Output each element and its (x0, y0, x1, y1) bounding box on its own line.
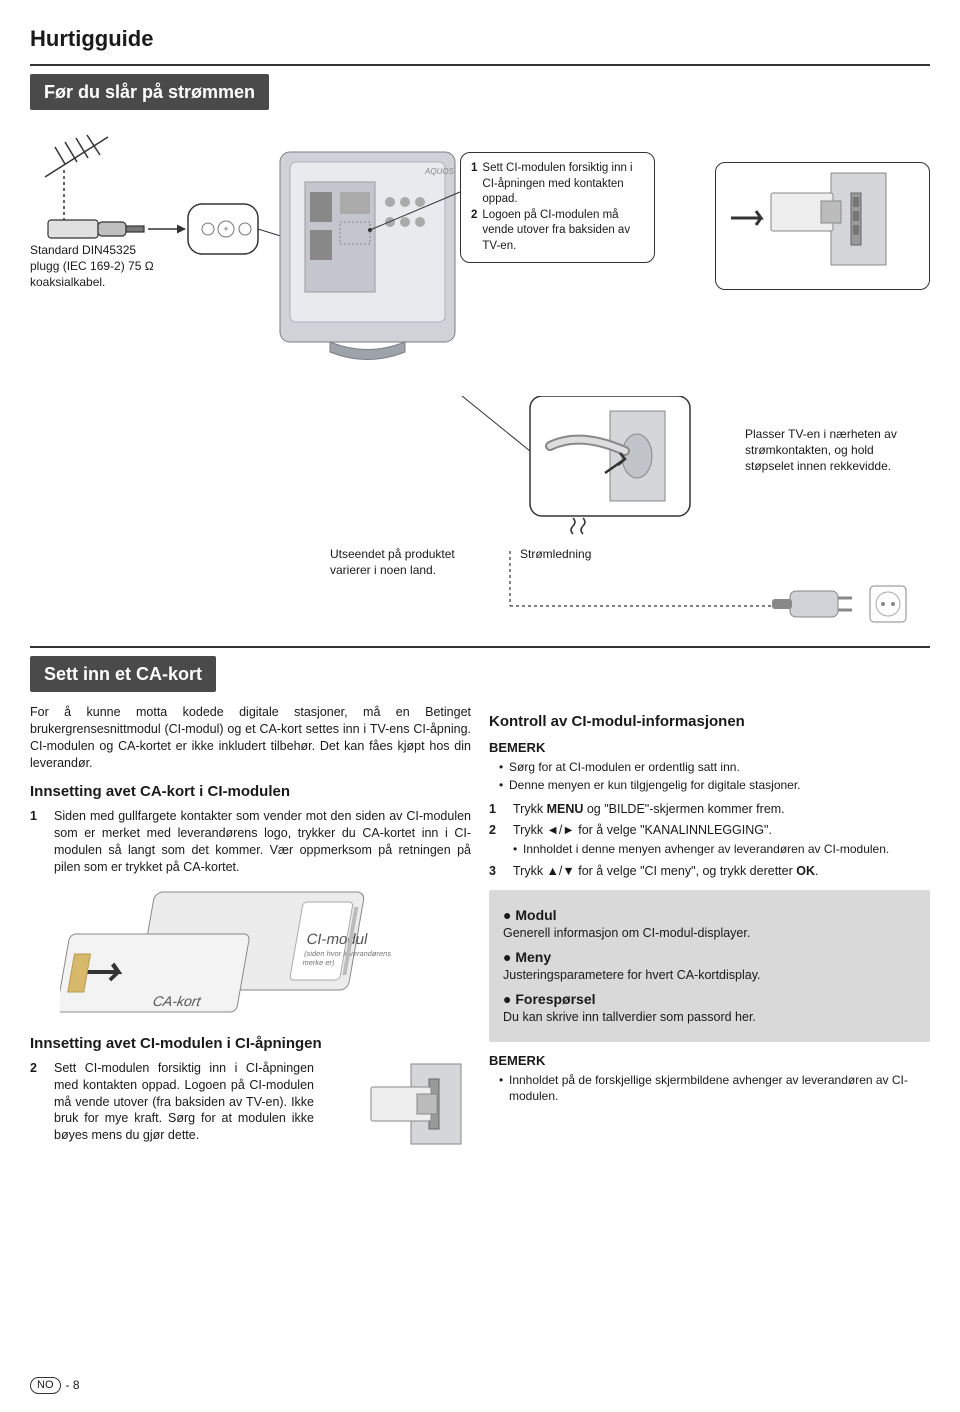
note-list-1: Sørg for at CI-modulen er ordentlig satt… (499, 759, 930, 793)
caption-power-cord: Strømledning (520, 546, 591, 562)
col-left: For å kunne motta kodede digitale stasjo… (30, 704, 471, 1148)
step-num: 2 (489, 822, 503, 859)
bemerk-head: BEMERK (489, 1052, 930, 1070)
item-body: Du kan skrive inn tallverdier som passor… (503, 1009, 916, 1026)
svg-text:CA-kort: CA-kort (152, 993, 203, 1009)
col-right: Kontroll av CI-modul-informasjonen BEMER… (489, 704, 930, 1148)
caption-power-placement: Plasser TV-en i nærheten av strømkontakt… (745, 426, 920, 475)
subhead-insert-ci: Innsetting avet CI-modulen i CI-åpningen (30, 1034, 471, 1054)
list-item: 2 Trykk ◄/► for å velge "KANALINNLEGGING… (489, 822, 930, 859)
svg-text:+: + (223, 224, 228, 234)
step-num: 1 (30, 808, 44, 876)
callout-slot (715, 162, 930, 290)
list-item: Sørg for at CI-modulen er ordentlig satt… (499, 759, 930, 775)
list-item: Innholdet i denne menyen avhenger av lev… (513, 841, 889, 857)
page-footer: NO - 8 (30, 1377, 80, 1394)
section-bar-ca-card: Sett inn et CA-kort (30, 656, 216, 692)
callout-text-1: Sett CI-modulen forsiktig inn i CI-åpnin… (482, 161, 644, 208)
bemerk-head: BEMERK (489, 739, 930, 757)
step-num: 2 (30, 1060, 44, 1144)
step-text: Trykk ◄/► for å velge "KANALINNLEGGING".… (513, 822, 889, 859)
step-list-1: 1 Siden med gullfargete kontakter som ve… (30, 808, 471, 876)
callout-ci-module: 1Sett CI-modulen forsiktig inn i CI-åpni… (460, 152, 655, 263)
intro-paragraph: For å kunne motta kodede digitale stasjo… (30, 704, 471, 772)
diagram-mid: Utseendet på produktet varierer i noen l… (30, 396, 930, 626)
list-item: 1 Siden med gullfargete kontakter som ve… (30, 808, 471, 876)
list-item: 1 Trykk MENU og "BILDE"-skjermen kommer … (489, 801, 930, 818)
svg-text:CI-modul: CI-modul (305, 931, 369, 948)
item-body: Generell informasjon om CI-modul-display… (503, 925, 916, 942)
callout-text-2: Logoen på CI-modulen må vende utover fra… (482, 208, 644, 255)
item-head-meny: Meny (503, 948, 916, 967)
step-num: 3 (489, 863, 503, 880)
svg-text:merke er): merke er) (302, 958, 336, 967)
step-text: Trykk ▲/▼ for å velge "CI meny", og tryk… (513, 863, 818, 880)
gray-info-box: Modul Generell informasjon om CI-modul-d… (489, 890, 930, 1041)
footer-region: NO (30, 1377, 61, 1394)
svg-text:AQUOS: AQUOS (424, 167, 455, 176)
step-num: 1 (489, 801, 503, 818)
callout-num-2: 2 (471, 208, 477, 255)
note-list-2: Innholdet på de forskjellige skjermbilde… (499, 1072, 930, 1104)
footer-page: - 8 (66, 1377, 80, 1393)
two-column-layout: For å kunne motta kodede digitale stasjo… (30, 704, 930, 1148)
callout-num-1: 1 (471, 161, 477, 208)
caption-appearance: Utseendet på produktet varierer i noen l… (330, 546, 480, 578)
list-item: 3 Trykk ▲/▼ for å velge "CI meny", og tr… (489, 863, 930, 880)
section-bar-before-power: Før du slår på strømmen (30, 74, 269, 110)
rule (30, 64, 930, 66)
step-text: Sett CI-modulen forsiktig inn i CI-åpnin… (54, 1060, 314, 1144)
step-text: Siden med gullfargete kontakter som vend… (54, 808, 471, 876)
small-slot-illustration (361, 1059, 471, 1149)
item-head-modul: Modul (503, 906, 916, 925)
step-text: Trykk MENU og "BILDE"-skjermen kommer fr… (513, 801, 785, 818)
diagram-top: + AQUOS Standard DIN45325 plugg (30, 122, 930, 382)
subhead-insert-ca: Innsetting avet CA-kort i CI-modulen (30, 782, 471, 802)
subhead-control: Kontroll av CI-modul-informasjonen (489, 712, 930, 732)
item-head-foresporsel: Forespørsel (503, 990, 916, 1009)
rule (30, 646, 930, 648)
item-body: Justeringsparametere for hvert CA-kortdi… (503, 967, 916, 984)
list-item: Denne menyen er kun tilgjengelig for dig… (499, 777, 930, 793)
page-title: Hurtigguide (30, 24, 930, 54)
list-item: Innholdet på de forskjellige skjermbilde… (499, 1072, 930, 1104)
ca-card-illustration: CI-modul (siden hvor leverandørens merke… (30, 884, 471, 1024)
menu-steps: 1 Trykk MENU og "BILDE"-skjermen kommer … (489, 801, 930, 880)
caption-coax: Standard DIN45325 plugg (IEC 169-2) 75 Ω… (30, 242, 160, 291)
